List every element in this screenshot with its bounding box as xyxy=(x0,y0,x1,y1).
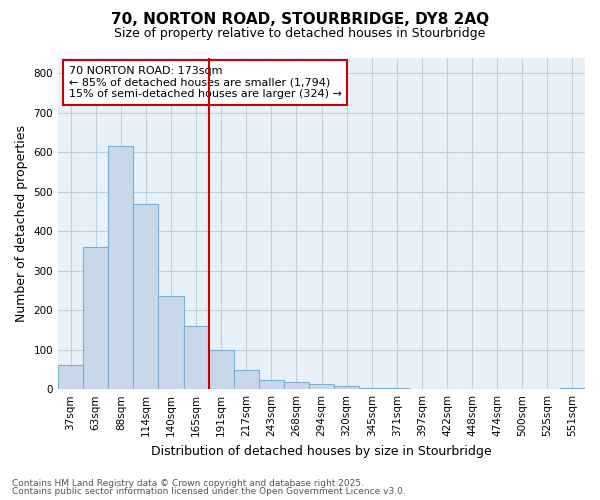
Bar xyxy=(359,388,384,389)
Bar xyxy=(309,384,334,389)
Bar xyxy=(83,247,108,389)
Bar xyxy=(233,370,259,389)
Text: 70 NORTON ROAD: 173sqm
← 85% of detached houses are smaller (1,794)
15% of semi-: 70 NORTON ROAD: 173sqm ← 85% of detached… xyxy=(68,66,341,99)
Text: 70, NORTON ROAD, STOURBRIDGE, DY8 2AQ: 70, NORTON ROAD, STOURBRIDGE, DY8 2AQ xyxy=(111,12,489,28)
Bar xyxy=(334,386,359,389)
Bar xyxy=(108,146,133,389)
Text: Contains HM Land Registry data © Crown copyright and database right 2025.: Contains HM Land Registry data © Crown c… xyxy=(12,478,364,488)
Y-axis label: Number of detached properties: Number of detached properties xyxy=(15,125,28,322)
Bar xyxy=(133,204,158,389)
Bar xyxy=(284,382,309,389)
Text: Contains public sector information licensed under the Open Government Licence v3: Contains public sector information licen… xyxy=(12,487,406,496)
Bar xyxy=(184,326,209,389)
Text: Size of property relative to detached houses in Stourbridge: Size of property relative to detached ho… xyxy=(115,28,485,40)
Bar xyxy=(58,366,83,389)
Bar xyxy=(158,296,184,389)
Bar xyxy=(259,380,284,389)
Bar xyxy=(384,388,409,389)
Bar xyxy=(209,350,233,389)
X-axis label: Distribution of detached houses by size in Stourbridge: Distribution of detached houses by size … xyxy=(151,444,492,458)
Bar xyxy=(560,388,585,389)
